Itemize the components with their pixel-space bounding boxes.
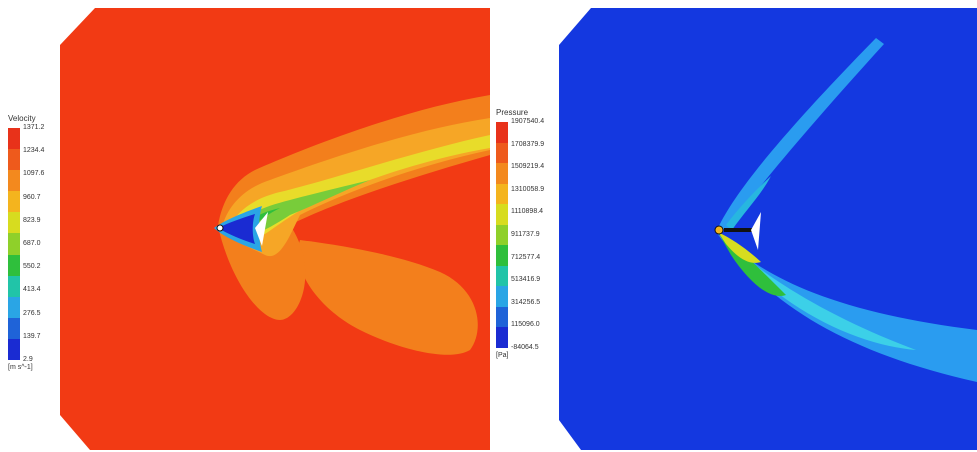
pressure-tick-label: 115096.0: [511, 321, 540, 329]
pressure-color-swatch: [496, 163, 508, 185]
pressure-color-swatch: [496, 286, 508, 308]
pressure-legend: Pressure 1907540.4 1708379.9 1509219.4 1310…: [494, 100, 558, 370]
pressure-contour-plot: [559, 8, 977, 450]
pressure-color-swatch: [496, 327, 508, 349]
velocity-tick-label: 139.7: [23, 332, 41, 340]
velocity-color-swatch: [8, 212, 20, 234]
velocity-tick-label: 1371.2: [23, 124, 45, 131]
velocity-color-swatch: [8, 149, 20, 171]
velocity-tick-label: 823.9: [23, 216, 41, 224]
pressure-tick-label: 712577.4: [511, 253, 541, 261]
velocity-color-swatch: [8, 170, 20, 192]
pressure-tick-label: 1509219.4: [511, 163, 545, 171]
velocity-tick-label: 960.7: [23, 193, 41, 201]
velocity-tick-label: 413.4: [23, 286, 41, 294]
pressure-tick-label: -84064.5: [511, 344, 539, 351]
velocity-contour-plot: [60, 8, 490, 450]
pressure-color-swatch: [496, 306, 508, 328]
pressure-color-swatch: [496, 142, 508, 164]
velocity-color-swatch: [8, 275, 20, 298]
pressure-tick-label: 1310058.9: [511, 185, 545, 193]
pressure-color-swatch: [496, 204, 508, 226]
pressure-tick-label: 513416.9: [511, 276, 541, 284]
velocity-color-swatch: [8, 191, 20, 213]
pressure-tick-label: 1708379.9: [511, 140, 545, 148]
pressure-color-swatch: [496, 224, 508, 246]
velocity-color-swatch: [8, 317, 20, 340]
pressure-legend-unit: [Pa]: [496, 352, 509, 359]
velocity-tick-label: 1097.6: [23, 170, 45, 178]
velocity-color-swatch: [8, 233, 20, 256]
velocity-color-swatch: [8, 296, 20, 319]
velocity-tick-label: 687.0: [23, 240, 41, 247]
velocity-color-swatch: [8, 254, 20, 277]
velocity-colorbar: [8, 128, 20, 361]
pressure-color-swatch: [496, 245, 508, 267]
pressure-tick-label: 314256.5: [511, 298, 541, 306]
velocity-legend-unit: [m s^-1]: [8, 364, 33, 371]
velocity-tick-label: 2.9: [23, 356, 33, 363]
pressure-color-swatch: [496, 183, 508, 205]
pressure-colorbar: [496, 122, 508, 349]
pressure-color-swatch: [496, 122, 508, 144]
pressure-tick-label: 1110898.4: [511, 208, 544, 216]
velocity-color-swatch: [8, 338, 20, 361]
velocity-tick-label: 1234.4: [23, 147, 45, 155]
velocity-tick-label: 550.2: [23, 263, 41, 271]
velocity-legend-title: Velocity: [8, 114, 36, 123]
velocity-color-swatch: [8, 128, 20, 150]
pressure-tick-label: 911737.9: [511, 231, 540, 238]
pressure-color-swatch: [496, 265, 508, 287]
velocity-tick-label: 276.5: [23, 309, 41, 317]
pressure-tick-label: 1907540.4: [511, 118, 545, 125]
pressure-legend-title: Pressure: [496, 108, 529, 117]
velocity-legend: Velocity 1371.2 1234.4 1097.6 960.7 823.9 687…: [6, 110, 56, 380]
